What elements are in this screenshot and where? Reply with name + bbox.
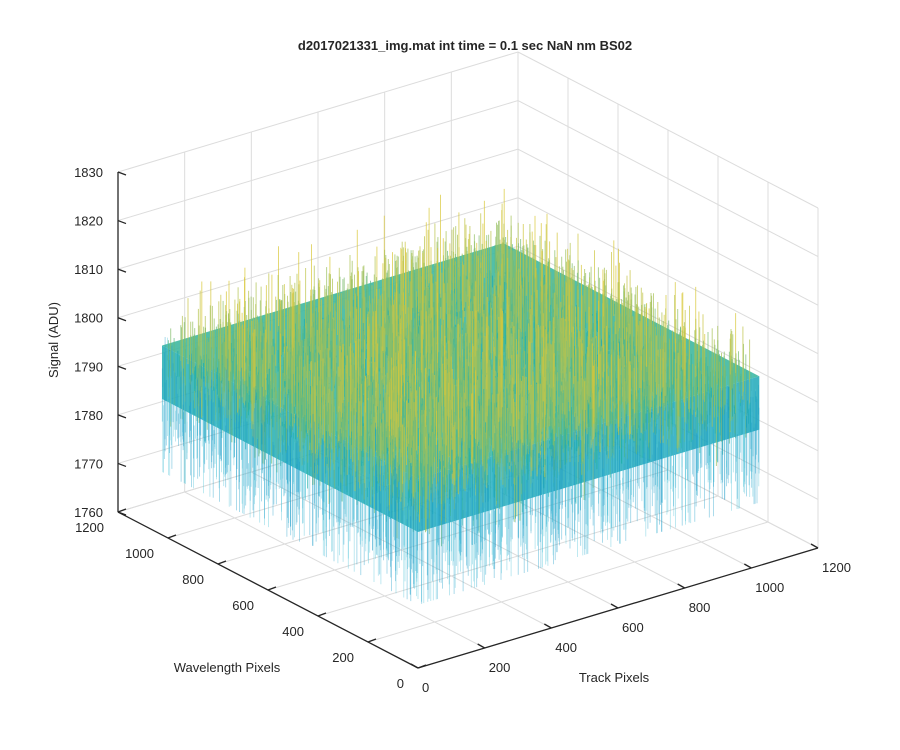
surface-data [161, 188, 760, 604]
floor-gridline-y [317, 495, 719, 617]
floor-gridline-y [367, 521, 769, 643]
sidewall-gridline-z [517, 197, 819, 355]
sidewall-gridline-z [517, 148, 819, 306]
plot-title: d2017021331_img.mat int time = 0.1 sec N… [298, 38, 632, 53]
sidewall-gridline-z [517, 51, 819, 209]
backwall-gridline-z [117, 148, 519, 270]
backwall-gridline-z [117, 51, 519, 173]
backwall-gridline-z [117, 100, 519, 222]
sidewall-gridline-z [517, 100, 819, 258]
floor-gridline-y [267, 469, 669, 591]
backwall-gridline-z [117, 197, 519, 319]
